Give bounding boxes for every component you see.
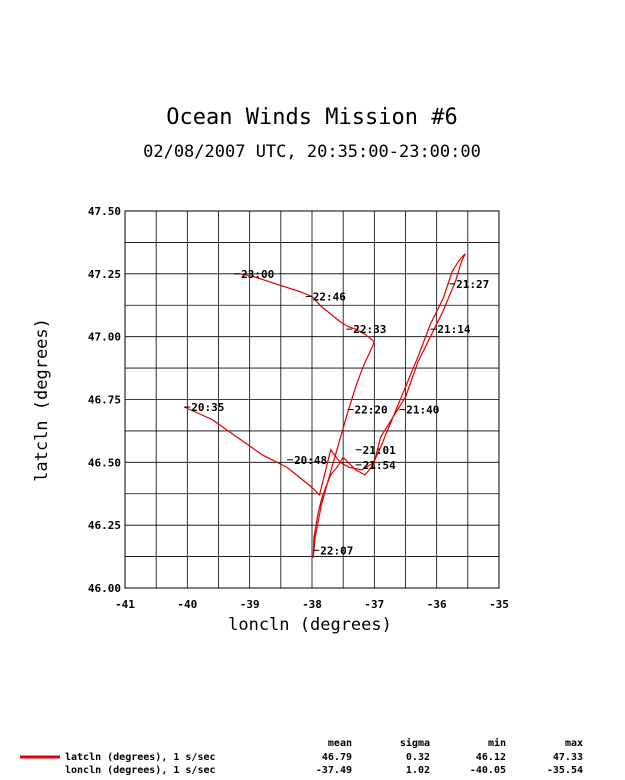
tick-labels: -41 -40 -39 -38 -37 -36 -35 46.00 46.25 46.50 46.7… (88, 205, 509, 611)
time-labels: 20:35 20:48 21:01 21:14 21:27 21:40 21:54 22:07… (184, 268, 489, 557)
y-axis-title: latcln (degrees) (32, 318, 52, 482)
stat-value: -40.05 (470, 765, 506, 776)
x-tick-label: -35 (489, 598, 509, 611)
time-label: 22:33 (353, 323, 386, 336)
chart-title: Ocean Winds Mission #6 (166, 105, 457, 130)
x-tick-label: -38 (302, 598, 322, 611)
time-label: 22:46 (313, 290, 346, 303)
time-label: 21:54 (363, 459, 396, 472)
y-tick-label: 46.00 (88, 582, 121, 595)
y-tick-label: 46.75 (88, 394, 121, 407)
time-label: 23:00 (241, 268, 274, 281)
time-label: 22:20 (355, 404, 388, 417)
time-label: 22:07 (320, 544, 353, 557)
stat-header-max: max (565, 738, 583, 749)
time-label: 21:14 (437, 323, 470, 336)
stat-value: -37.49 (316, 765, 352, 776)
x-tick-label: -36 (427, 598, 447, 611)
x-tick-label: -41 (115, 598, 135, 611)
x-tick-label: -39 (240, 598, 260, 611)
stat-value: 46.79 (322, 752, 352, 763)
time-label: 20:35 (191, 401, 224, 414)
time-label: 21:01 (363, 444, 396, 457)
y-tick-label: 46.50 (88, 456, 121, 469)
y-tick-label: 47.00 (88, 331, 121, 344)
stat-value: -35.54 (547, 765, 583, 776)
time-label: 21:40 (406, 404, 439, 417)
stat-value: 0.32 (406, 752, 430, 763)
stat-value: 46.12 (476, 752, 506, 763)
plot-frame (124, 210, 500, 589)
grid (125, 211, 499, 588)
stat-header-mean: mean (328, 738, 352, 749)
track-layer (183, 253, 466, 558)
legend-entry: latcln (degrees), 1 s/sec (65, 752, 216, 763)
y-tick-label: 47.50 (88, 205, 121, 218)
stat-header-sigma: sigma (400, 737, 430, 749)
stat-value: 1.02 (406, 765, 430, 776)
legend-entry: loncln (degrees), 1 s/sec (65, 765, 216, 776)
x-axis-title: loncln (degrees) (228, 615, 392, 635)
y-tick-label: 46.25 (88, 519, 121, 532)
time-label: 20:48 (294, 454, 327, 467)
flight-track-line (183, 253, 466, 558)
legend: latcln (degrees), 1 s/sec loncln (degree… (20, 737, 583, 776)
y-tick-label: 47.25 (88, 268, 121, 281)
chart-subtitle: 02/08/2007 UTC, 20:35:00-23:00:00 (143, 142, 481, 162)
x-tick-label: -37 (364, 598, 384, 611)
time-label: 21:27 (456, 278, 489, 291)
stat-value: 47.33 (553, 752, 583, 763)
stat-header-min: min (488, 737, 506, 749)
x-tick-label: -40 (177, 598, 197, 611)
